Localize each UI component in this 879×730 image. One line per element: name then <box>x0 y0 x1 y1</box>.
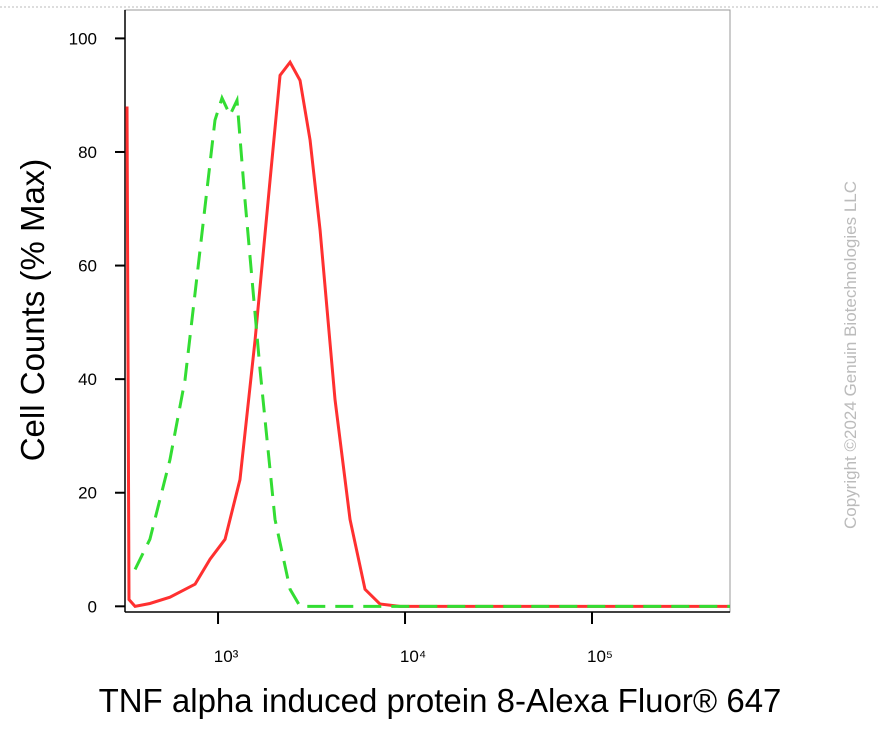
y-tick-label: 0 <box>88 597 97 616</box>
plot-frame <box>124 9 731 613</box>
x-tick-label: 10³ <box>214 647 239 666</box>
x-axis-label: TNF alpha induced protein 8-Alexa Fluor®… <box>99 682 782 719</box>
series-line <box>125 59 730 608</box>
y-tick-label: 100 <box>69 29 97 48</box>
y-tick-label: 60 <box>78 257 97 276</box>
series-line <box>133 93 730 608</box>
x-tick-label: 10⁴ <box>400 647 426 666</box>
watermark: Copyright ©2024 Genuin Biotechnologies L… <box>841 181 860 529</box>
y-tick-label: 40 <box>78 370 97 389</box>
y-tick-label: 20 <box>78 484 97 503</box>
y-tick-label: 80 <box>78 143 97 162</box>
y-axis-label: Cell Counts (% Max) <box>14 159 51 462</box>
x-tick-label: 10⁵ <box>587 647 613 666</box>
